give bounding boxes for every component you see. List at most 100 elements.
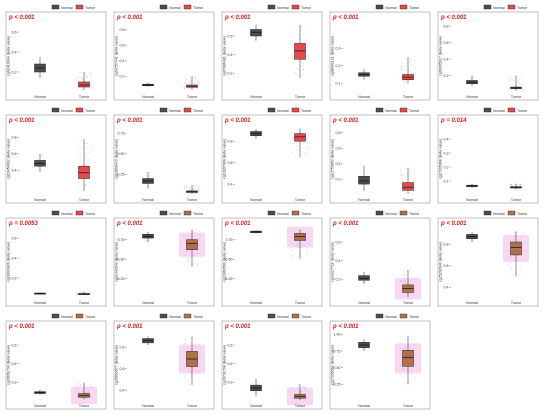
legend-swatch-tumor <box>399 107 408 113</box>
normal-box <box>250 29 262 37</box>
data-point <box>199 187 200 189</box>
x-tick-label-normal: Normal <box>142 301 154 305</box>
legend-label-normal: Normal <box>169 109 181 113</box>
data-point <box>87 143 88 144</box>
data-point <box>189 368 190 370</box>
chart-panel: Normal Tumor p < 0.001 cg21442643 (Beta val… <box>113 210 215 307</box>
legend-label-normal: Normal <box>277 315 289 319</box>
data-point <box>183 86 185 88</box>
data-point <box>148 231 150 233</box>
y-tick-label: 0.2 <box>336 178 341 182</box>
data-point <box>520 184 521 186</box>
data-point <box>409 292 410 294</box>
y-axis-label: cg02410044 (Beta value) <box>7 36 11 76</box>
data-point <box>296 232 298 234</box>
chart-panel: Normal Tumor p < 0.001 cg26731708 (Beta val… <box>221 313 323 410</box>
data-point <box>87 292 89 294</box>
data-point <box>399 335 401 337</box>
data-point <box>296 243 298 244</box>
data-point <box>402 336 403 337</box>
y-tick-label: 0.2 <box>12 276 17 280</box>
y-tick-label: 0.6 <box>12 152 17 156</box>
data-point <box>468 184 470 185</box>
y-tick-label: 0.2 <box>12 381 17 385</box>
data-point <box>414 186 415 187</box>
data-point <box>519 269 520 271</box>
data-point <box>399 174 401 176</box>
data-point <box>295 145 297 146</box>
data-point <box>292 58 293 59</box>
data-point <box>85 291 87 293</box>
x-tick-label-normal: Normal <box>142 95 154 99</box>
data-point <box>76 394 78 396</box>
data-point <box>399 69 401 71</box>
data-point <box>189 80 191 82</box>
data-point <box>198 87 199 89</box>
data-point <box>295 391 296 392</box>
y-tick-label: 0.6 <box>444 41 449 45</box>
data-point <box>366 71 367 72</box>
data-point <box>76 387 78 389</box>
data-point <box>293 130 295 131</box>
data-point <box>89 152 91 153</box>
data-point <box>302 246 304 248</box>
x-tick-label-tumor: Tumor <box>187 198 198 202</box>
data-point <box>150 171 152 173</box>
data-point <box>185 190 187 192</box>
legend-label-normal: Normal <box>493 212 505 216</box>
legend-swatch-tumor <box>183 4 192 10</box>
y-tick-label: 0.2 <box>336 64 341 68</box>
data-point <box>198 369 200 371</box>
data-point <box>401 368 403 369</box>
data-point <box>77 80 78 82</box>
normal-box <box>142 233 154 239</box>
data-point <box>90 388 92 389</box>
data-point <box>403 369 405 370</box>
y-axis-label: cg27036562 (Beta value) <box>331 345 335 385</box>
y-tick-label: 0.4 <box>444 57 449 61</box>
data-point <box>188 384 190 386</box>
data-point <box>187 189 189 191</box>
data-point <box>511 185 513 187</box>
data-point <box>184 184 186 186</box>
legend-swatch-tumor <box>291 210 300 216</box>
data-point <box>523 89 525 91</box>
data-point <box>522 85 524 87</box>
data-point <box>403 67 404 68</box>
data-point <box>76 79 77 80</box>
y-tick-label: 0.50 <box>226 257 233 261</box>
data-point <box>80 79 82 80</box>
y-tick-label: 0.75 <box>226 238 233 242</box>
data-point <box>519 184 520 185</box>
y-tick-label: 0.8 <box>336 131 341 135</box>
data-point <box>195 253 197 255</box>
data-point <box>520 83 522 85</box>
data-point <box>307 141 309 143</box>
chart-panel: Normal Tumor p < 0.001 cg08002121 (Beta val… <box>329 4 431 101</box>
data-point <box>291 255 293 257</box>
data-point <box>399 77 401 79</box>
legend-label-tumor: Tumor <box>85 109 96 113</box>
data-point <box>510 237 511 239</box>
chart-panel: Normal Tumor p < 0.001 cg26651730 (Beta val… <box>5 313 107 410</box>
data-point <box>292 396 293 398</box>
data-point <box>148 186 150 187</box>
data-point <box>91 87 93 89</box>
data-point <box>186 381 188 383</box>
data-point <box>298 34 299 35</box>
y-tick-label: 0.4 <box>228 183 233 187</box>
data-point <box>515 184 516 185</box>
data-point <box>509 77 510 79</box>
y-tick-label: 0.50 <box>118 257 125 261</box>
data-point <box>86 292 87 293</box>
data-point <box>38 168 40 170</box>
y-tick-label: 0.6 <box>12 343 17 347</box>
data-point <box>405 192 406 194</box>
data-point <box>415 276 417 278</box>
legend-swatch-tumor <box>291 4 300 10</box>
data-point <box>413 178 414 180</box>
data-point <box>307 44 308 46</box>
data-point <box>184 186 186 187</box>
data-point <box>75 292 77 293</box>
x-tick-label-tumor: Tumor <box>187 95 198 99</box>
